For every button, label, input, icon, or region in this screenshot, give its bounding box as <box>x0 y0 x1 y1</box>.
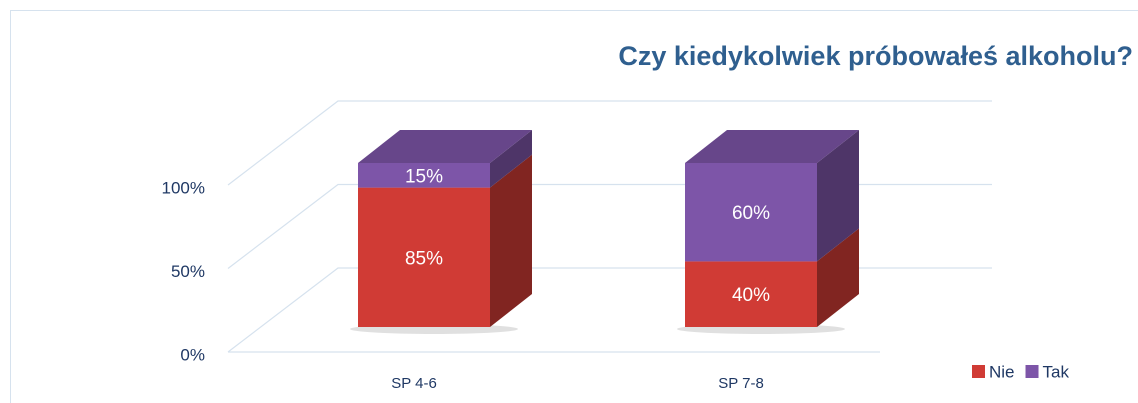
bar <box>358 163 490 188</box>
bar <box>685 163 817 262</box>
legend-label: Tak <box>1043 362 1070 381</box>
bar-side <box>817 228 859 327</box>
y-tick-label: 50% <box>171 262 205 281</box>
bar-side <box>490 154 532 327</box>
chart-frame <box>10 10 1138 403</box>
y-tick-label: 0% <box>180 345 205 364</box>
bar-side <box>490 130 532 188</box>
data-label: 15% <box>405 166 443 187</box>
y-tick-label: 100% <box>162 178 205 197</box>
bar-top <box>358 130 532 163</box>
x-tick-label: SP 7-8 <box>718 375 764 392</box>
bar-side <box>817 130 859 262</box>
legend-label: Nie <box>989 362 1015 381</box>
bar <box>358 187 490 327</box>
data-label: 40% <box>732 285 770 306</box>
bar-top <box>685 130 859 163</box>
legend-swatch <box>1025 365 1039 378</box>
chart-title: Czy kiedykolwiek próbowałeś alkoholu? <box>618 41 1133 71</box>
x-tick-label: SP 4-6 <box>391 375 437 392</box>
bar <box>685 261 817 327</box>
data-label: 85% <box>405 248 443 269</box>
grid-line <box>227 100 992 186</box>
legend-swatch <box>972 365 985 378</box>
data-label: 60% <box>732 203 770 224</box>
